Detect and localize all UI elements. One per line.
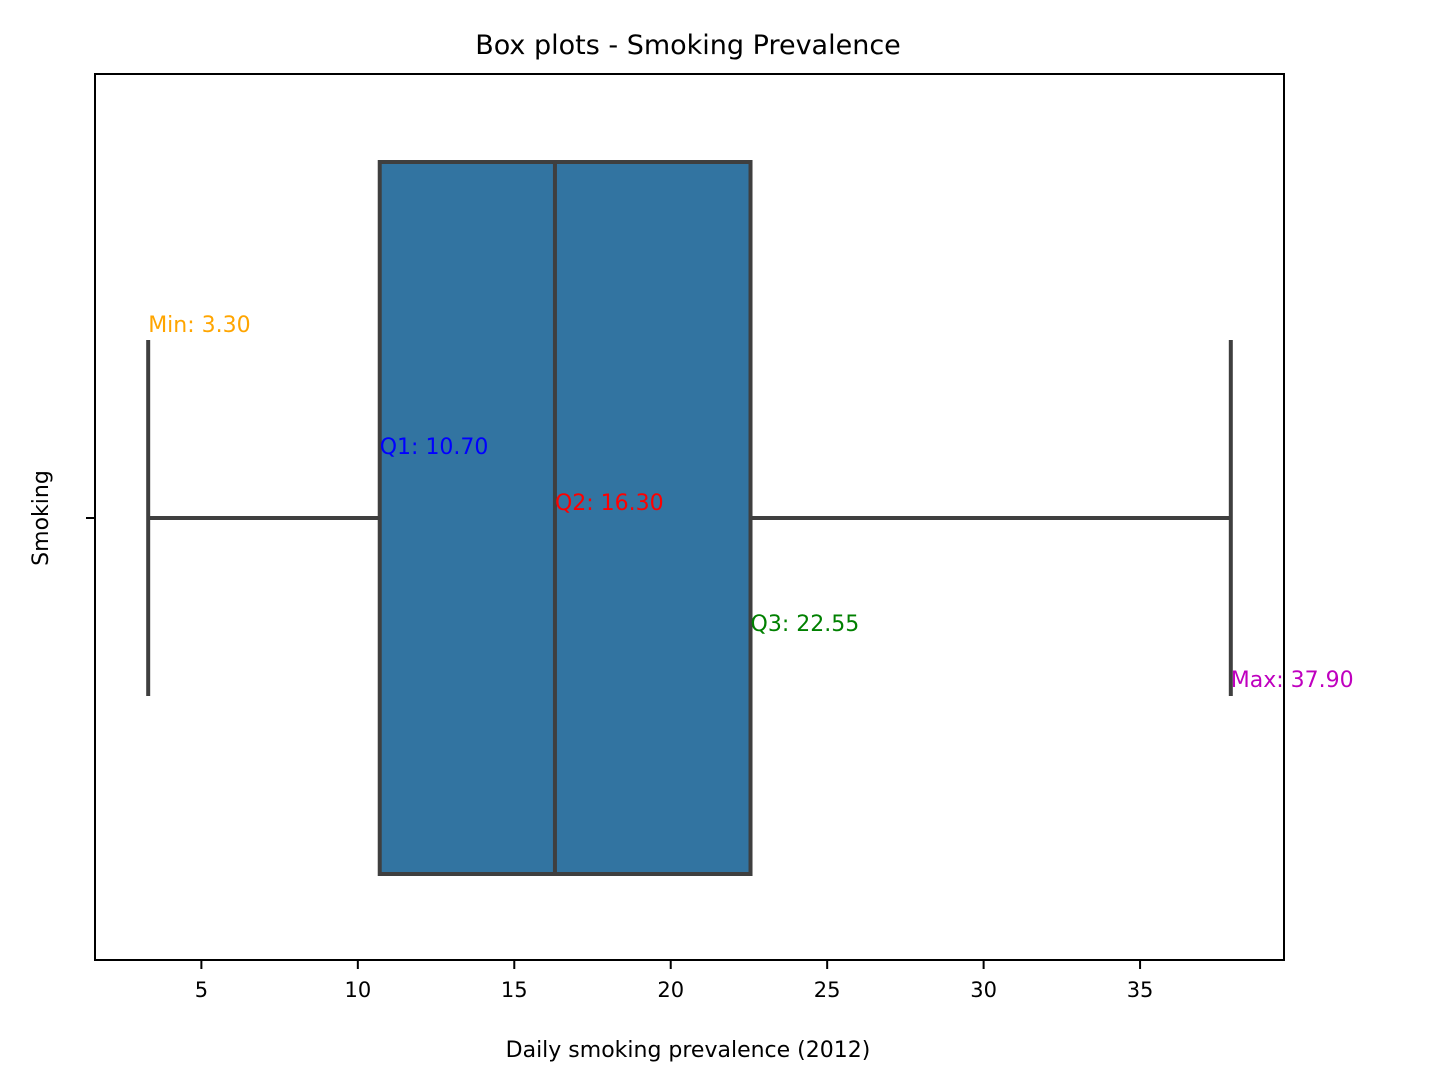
x-axis-label: Daily smoking prevalence (2012) <box>506 1038 871 1063</box>
annotation-min: Min: 3.30 <box>148 313 250 338</box>
x-tick-label: 30 <box>970 978 997 1002</box>
x-tick-label: 5 <box>195 978 208 1002</box>
x-tick-label: 35 <box>1127 978 1154 1002</box>
x-tick-label: 15 <box>501 978 528 1002</box>
annotation-q3: Q3: 22.55 <box>751 612 860 637</box>
annotation-q1: Q1: 10.70 <box>380 435 489 460</box>
x-tick-label: 10 <box>344 978 371 1002</box>
chart-title: Box plots - Smoking Prevalence <box>475 30 901 61</box>
annotation-q2: Q2: 16.30 <box>555 491 664 516</box>
x-tick-label: 20 <box>657 978 684 1002</box>
x-axis: 5 10 15 20 25 30 35 <box>195 960 1154 1002</box>
y-axis-label: Smoking <box>29 470 54 566</box>
annotation-max: Max: 37.90 <box>1231 668 1354 693</box>
iqr-box <box>377 160 753 876</box>
x-tick-label: 25 <box>814 978 841 1002</box>
plot-area: Min: 3.30 Q1: 10.70 Q2: 16.30 Q3: 22.55 Max:… <box>146 160 1354 876</box>
